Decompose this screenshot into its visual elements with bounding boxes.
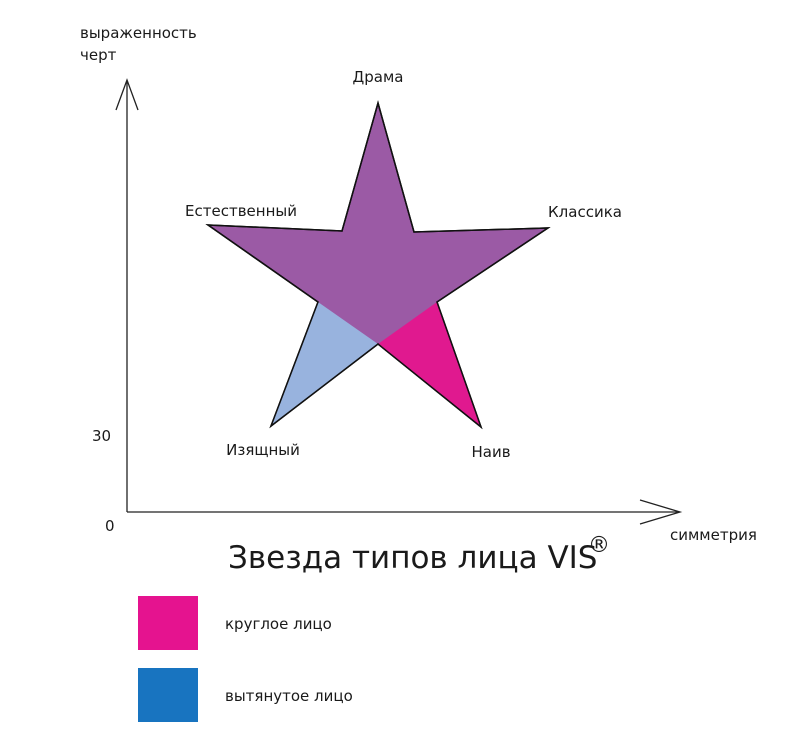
round-region bbox=[378, 302, 481, 427]
y-mark: 30 bbox=[92, 427, 111, 445]
star-label: Драма bbox=[353, 68, 404, 86]
star-outline bbox=[205, 100, 551, 430]
y-arrow bbox=[115, 78, 139, 111]
title: Звезда типов лица VIS bbox=[228, 540, 598, 576]
legend-swatch bbox=[138, 668, 198, 722]
star-label: Классика bbox=[548, 203, 622, 221]
legend-swatch bbox=[138, 596, 198, 650]
y-axis-label: черт bbox=[80, 46, 117, 64]
star-label: Естественный bbox=[185, 202, 297, 220]
origin-label: 0 bbox=[105, 517, 115, 535]
star-shape bbox=[205, 100, 551, 430]
star-label: Изящный bbox=[226, 441, 300, 459]
axes bbox=[115, 78, 683, 525]
x-arrow bbox=[639, 499, 683, 525]
y-axis-label: выраженность bbox=[80, 24, 197, 42]
long-region bbox=[271, 302, 378, 426]
x-axis-label: симметрия bbox=[670, 526, 757, 544]
star-label: Наив bbox=[471, 443, 510, 461]
star bbox=[205, 100, 551, 430]
title-mark: ® bbox=[588, 533, 610, 558]
legend-label: круглое лицо bbox=[225, 615, 332, 633]
legend-label: вытянутое лицо bbox=[225, 687, 353, 705]
